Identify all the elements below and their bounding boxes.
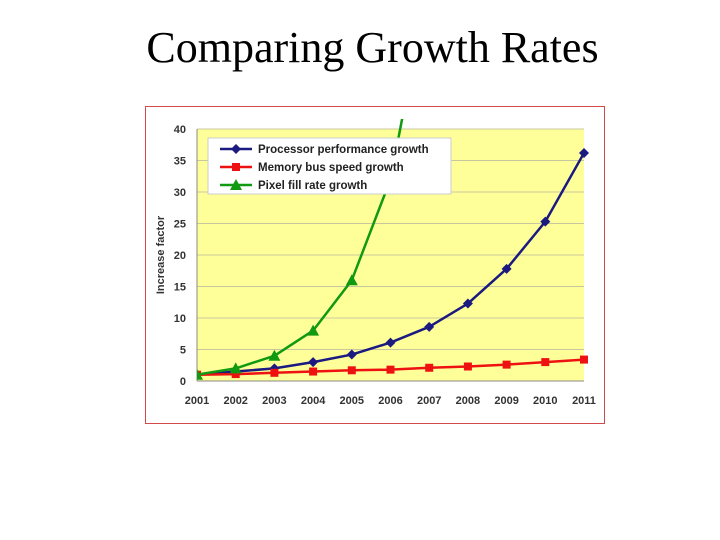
x-tick-label: 2006 [378, 395, 402, 407]
y-tick-label: 15 [174, 282, 186, 294]
triangle-marker [307, 324, 320, 336]
x-tick-label: 2002 [223, 395, 247, 407]
diamond-marker [501, 263, 512, 274]
legend-label: Processor performance growth [258, 144, 429, 156]
diamond-marker [231, 144, 241, 154]
y-tick-label: 30 [174, 187, 186, 199]
series-layer [197, 119, 589, 380]
diamond-marker [385, 337, 396, 348]
x-tick-label: 2010 [533, 395, 557, 407]
y-tick-label: 0 [180, 376, 186, 388]
square-marker [425, 363, 434, 372]
y-tick-label: 20 [174, 250, 186, 262]
x-tick-label: 2007 [417, 395, 441, 407]
x-tick-label: 2004 [301, 395, 326, 407]
square-marker [347, 366, 356, 375]
square-marker [231, 370, 240, 379]
square-marker [463, 362, 472, 371]
square-marker [309, 367, 318, 376]
diamond-marker [540, 216, 551, 227]
y-tick-label: 35 [174, 156, 186, 168]
y-tick-label: 5 [180, 345, 186, 357]
x-tick-label: 2001 [185, 395, 209, 407]
y-tick-label: 10 [174, 313, 186, 325]
square-marker [502, 360, 511, 369]
x-tick-label: 2008 [456, 395, 480, 407]
diamond-marker [579, 147, 589, 158]
triangle-marker [268, 349, 281, 361]
legend-label: Pixel fill rate growth [258, 180, 367, 192]
diamond-marker [424, 321, 435, 332]
series-2 [197, 355, 588, 379]
square-marker [580, 355, 588, 364]
axes: 0 5 10 15 20 25 30 35 40 2001 2002 2003 2004 2005 2006… [174, 124, 596, 407]
legend-label: Memory bus speed growth [258, 162, 404, 174]
square-marker [232, 163, 240, 171]
slide-title: Comparing Growth Rates [146, 23, 599, 72]
x-tick-label: 2009 [494, 395, 518, 407]
x-tick-label: 2005 [340, 395, 364, 407]
triangle-marker [197, 368, 203, 380]
x-tick-label: 2003 [262, 395, 286, 407]
triangle-marker [229, 362, 242, 374]
x-tick-label: 2011 [572, 395, 596, 407]
square-marker [270, 368, 279, 377]
y-tick-label: 40 [174, 124, 186, 136]
y-tick-label: 25 [174, 219, 186, 231]
y-axis-label: Increase factor [155, 215, 167, 294]
diamond-marker [346, 349, 357, 360]
square-marker [541, 358, 550, 367]
diamond-marker [308, 357, 319, 368]
square-marker [386, 365, 395, 374]
triangle-marker [345, 274, 358, 286]
diamond-marker [462, 298, 473, 309]
triangle-marker [230, 179, 242, 190]
legend: Processor performance growth Memory bus s… [207, 137, 452, 195]
